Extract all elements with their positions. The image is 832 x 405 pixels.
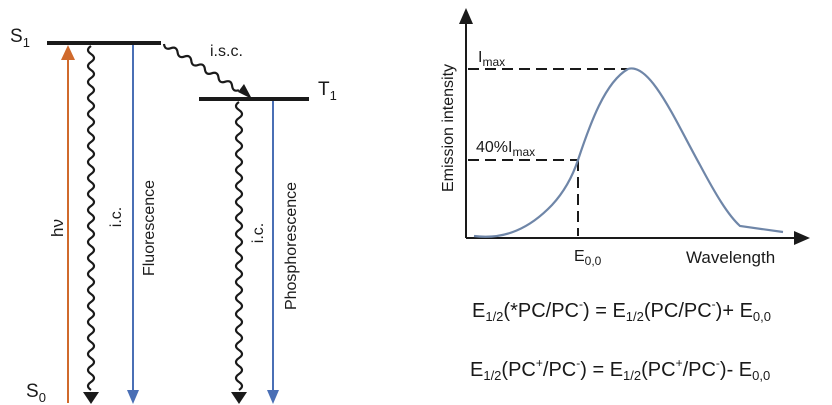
s1-label: S1	[10, 26, 30, 50]
equation-excited-reduction: E1/2(*PC/PC-) = E1/2(PC/PC-)+ E0,0	[472, 297, 771, 324]
imax-label: Imax	[478, 49, 505, 69]
ic-wavy-arrow-s1	[86, 45, 96, 391]
absorption-arrow	[61, 45, 75, 403]
s0-label: S0	[26, 381, 46, 405]
fluorescence-arrow	[127, 45, 139, 404]
ic-wavy-arrow-t1	[234, 101, 244, 391]
y-axis-label: Emission intensity	[440, 64, 457, 192]
jablonski-diagram: S1 T1 S0 hν i.c. Fluorescence i.s.c.	[10, 26, 337, 405]
hv-label: hν	[48, 219, 67, 237]
ic-arrowhead-s1	[83, 392, 99, 404]
isc-wavy-arrow	[162, 43, 240, 92]
x-axis-arrowhead	[794, 231, 810, 245]
t1-label: T1	[318, 79, 337, 103]
ic-arrowhead-t1	[231, 392, 247, 404]
phosphorescence-arrow	[267, 101, 279, 404]
isc-label: i.s.c.	[210, 43, 243, 60]
e00-label: E0,0	[574, 248, 602, 268]
ic-label-2: i.c.	[250, 223, 267, 243]
fluorescence-label: Fluorescence	[141, 180, 158, 276]
emission-plot: Emission intensity Wavelength Imax 40%Im…	[440, 8, 810, 268]
emission-curve	[473, 67, 784, 238]
forty-percent-label: 40%Imax	[476, 139, 535, 159]
isc-arrowhead	[238, 84, 252, 99]
phosphorescence-label: Phosphorescence	[283, 182, 300, 310]
ic-label-1: i.c.	[108, 207, 125, 227]
equation-excited-oxidation: E1/2(PC+/PC-) = E1/2(PC+/PC-)- E0,0	[470, 356, 771, 383]
y-axis-arrowhead	[459, 8, 473, 24]
x-axis-label: Wavelength	[686, 248, 775, 267]
